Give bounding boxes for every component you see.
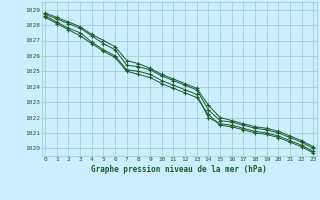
X-axis label: Graphe pression niveau de la mer (hPa): Graphe pression niveau de la mer (hPa): [91, 165, 267, 174]
